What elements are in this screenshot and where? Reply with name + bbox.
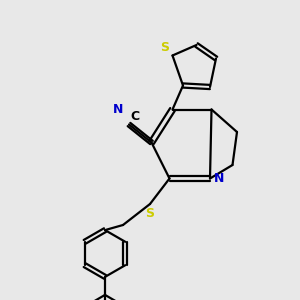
Text: N: N xyxy=(214,172,224,185)
Text: S: S xyxy=(160,41,169,54)
Text: S: S xyxy=(146,207,154,220)
Text: C: C xyxy=(130,110,140,123)
Text: N: N xyxy=(113,103,124,116)
